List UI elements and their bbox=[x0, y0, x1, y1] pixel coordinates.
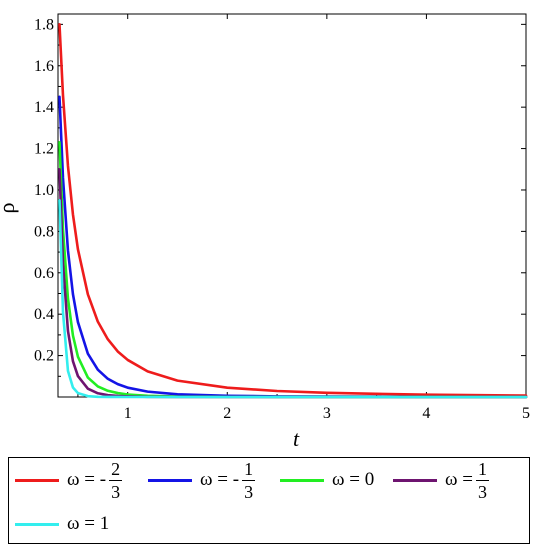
legend-equals: = bbox=[349, 469, 360, 490]
legend-symbol: ω bbox=[67, 513, 80, 534]
legend-swatch bbox=[15, 478, 59, 482]
series-group bbox=[58, 23, 528, 399]
fraction-denominator: 3 bbox=[244, 481, 254, 502]
x-tick-label: 3 bbox=[323, 405, 331, 422]
legend-swatch bbox=[148, 478, 192, 482]
y-tick-label: 1.0 bbox=[34, 182, 54, 199]
legend-value: 0 bbox=[364, 469, 375, 490]
legend-sign: - bbox=[232, 469, 240, 490]
series-line-0 bbox=[58, 23, 528, 397]
series-line-2 bbox=[58, 141, 528, 399]
fraction-denominator: 3 bbox=[477, 481, 487, 502]
y-tick-label: 0.8 bbox=[34, 223, 54, 240]
fraction-numerator: 2 bbox=[109, 458, 123, 481]
legend-equals: = bbox=[84, 469, 95, 490]
legend-symbol: ω bbox=[445, 469, 458, 490]
legend-equals: = bbox=[217, 469, 228, 490]
y-tick-label: 1.6 bbox=[34, 58, 54, 75]
fraction-numerator: 1 bbox=[475, 458, 489, 481]
legend-item-omega-zero: ω = 0 bbox=[280, 460, 374, 500]
x-tick-label: 1 bbox=[124, 405, 132, 422]
x-tick-label: 4 bbox=[422, 405, 430, 422]
y-tick-label: 1.8 bbox=[34, 16, 54, 33]
plot-frame bbox=[57, 13, 527, 398]
series-line-1 bbox=[58, 95, 528, 399]
legend-swatch bbox=[393, 478, 437, 482]
y-tick-label: 0.6 bbox=[34, 265, 54, 282]
legend-equals: = bbox=[462, 469, 473, 490]
y-tick-label: 0.4 bbox=[34, 306, 54, 323]
y-tick-label: 1.4 bbox=[34, 99, 54, 116]
y-axis-label: ρ bbox=[0, 202, 19, 213]
plot-area bbox=[57, 13, 527, 398]
x-tick-label: 2 bbox=[223, 405, 231, 422]
x-axis-label: t bbox=[293, 426, 300, 451]
legend-swatch bbox=[15, 522, 59, 526]
y-tick-label: 1.2 bbox=[34, 141, 54, 158]
legend-sign: - bbox=[99, 469, 107, 490]
y-tick-label: 0.2 bbox=[34, 348, 54, 365]
series-line-3 bbox=[58, 167, 528, 399]
series-line-4 bbox=[58, 199, 528, 399]
fraction-denominator: 3 bbox=[111, 481, 121, 502]
x-tick-label: 5 bbox=[522, 405, 530, 422]
legend-symbol: ω bbox=[332, 469, 345, 490]
legend-value: 1 bbox=[99, 513, 110, 534]
legend-item-omega-one: ω = 1 bbox=[15, 504, 109, 544]
fraction-numerator: 1 bbox=[242, 458, 256, 481]
legend-symbol: ω bbox=[200, 469, 213, 490]
y-axis-ticks: 0.2 0.4 0.6 0.8 1.0 1.2 1.4 1.6 1.8 bbox=[34, 16, 526, 377]
legend-equals: = bbox=[84, 513, 95, 534]
legend-symbol: ω bbox=[67, 469, 80, 490]
x-axis-ticks: 1 2 3 4 5 bbox=[77, 14, 530, 422]
chart-svg: 0.2 0.4 0.6 0.8 1.0 1.2 1.4 1.6 1.8 1 2 3 4 5 ρ t bbox=[0, 13, 530, 451]
legend-swatch bbox=[280, 478, 324, 482]
